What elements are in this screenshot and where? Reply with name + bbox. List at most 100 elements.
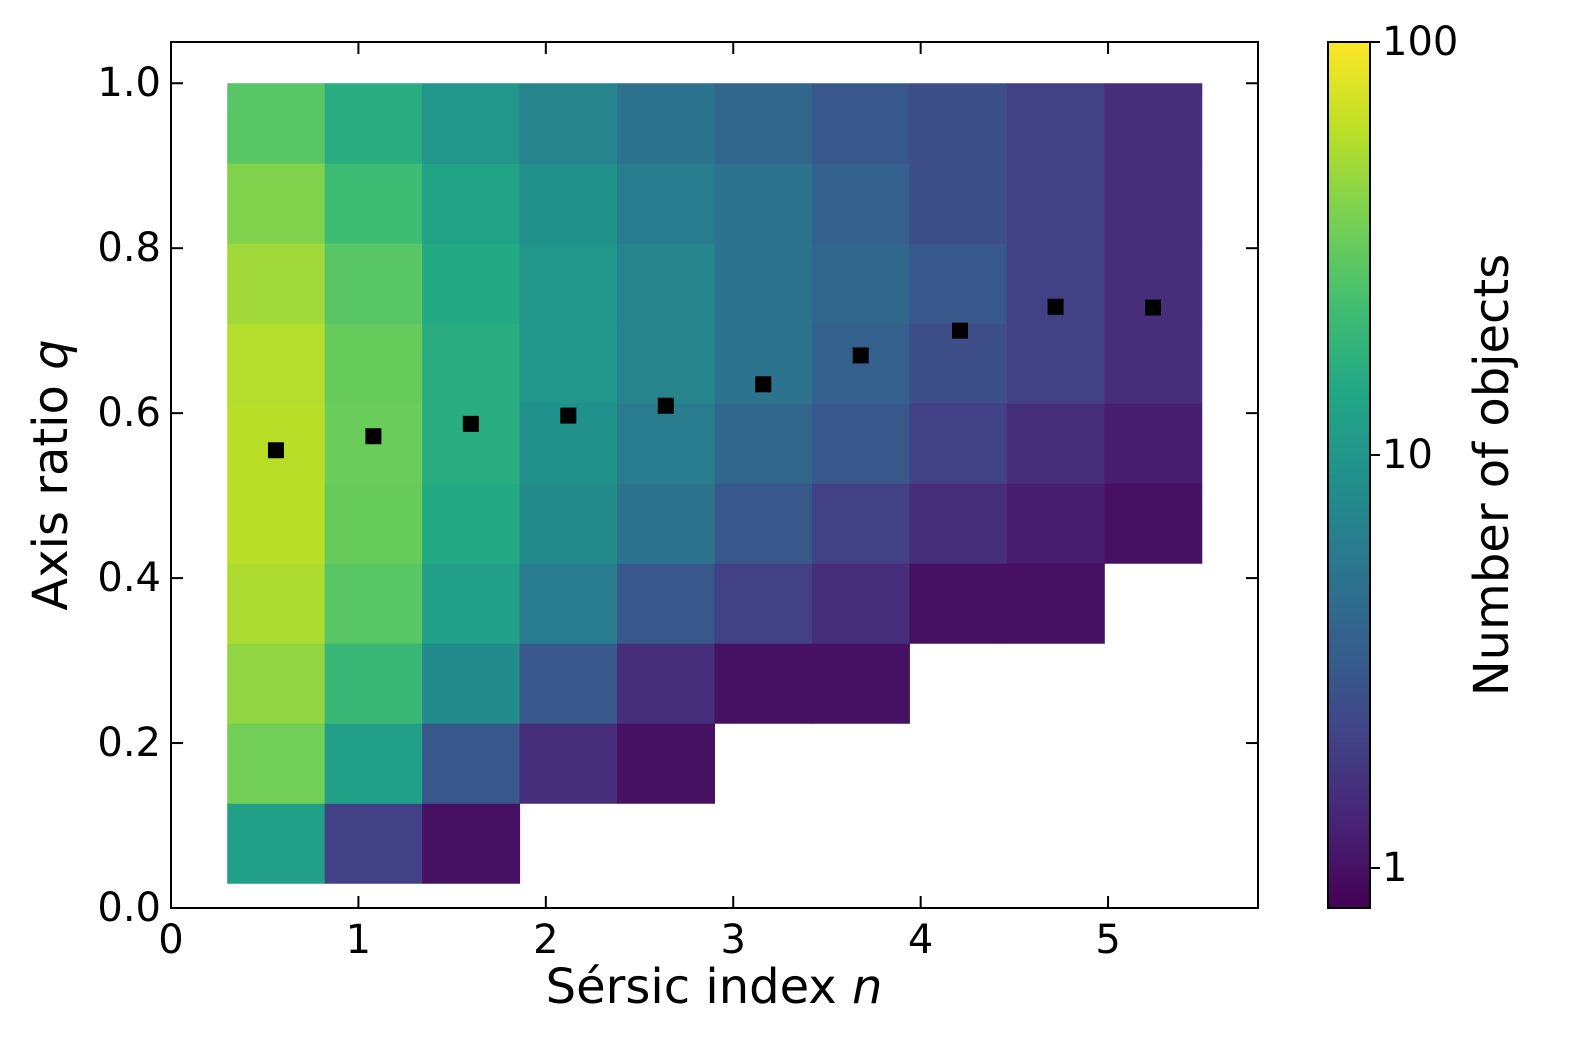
colorbar — [1327, 41, 1371, 909]
heatmap-cell — [909, 563, 1008, 644]
median-marker — [462, 415, 479, 432]
heatmap-cell — [422, 723, 521, 804]
heatmap-cell — [617, 723, 715, 804]
heatmap-cell — [422, 483, 521, 564]
y-tick-label: 0.8 — [97, 225, 161, 271]
heatmap-cell — [324, 723, 423, 804]
colorbar-tick-label: 1 — [1382, 845, 1407, 891]
y-axis-label: Axis ratio q — [23, 339, 79, 610]
colorbar-label: Number of objects — [1464, 254, 1520, 697]
plot-frame — [170, 41, 1259, 909]
heatmap-cell — [422, 803, 521, 884]
x-tick-label: 1 — [346, 917, 371, 963]
heatmap-cell — [1006, 83, 1105, 164]
heatmap-cell — [909, 403, 1008, 484]
heatmap-cell — [422, 323, 521, 404]
heatmap-cell — [519, 483, 618, 564]
heatmap-cell — [227, 83, 326, 164]
heatmap-cell — [422, 83, 521, 164]
heatmap-cell — [1104, 323, 1203, 404]
x-tick-label: 0 — [158, 917, 183, 963]
colorbar-tick-label: 10 — [1382, 432, 1433, 478]
heatmap-cell — [811, 323, 910, 404]
heatmap-cell — [227, 243, 326, 324]
heatmap-cell — [909, 243, 1008, 324]
heatmap-cell — [617, 643, 715, 724]
heatmap-cell — [519, 323, 618, 404]
x-tick-label: 2 — [533, 917, 558, 963]
x-tick-label: 3 — [721, 917, 746, 963]
heatmap-cell — [811, 83, 910, 164]
heatmap-cell — [1104, 403, 1203, 484]
heatmap-cell — [519, 243, 618, 324]
heatmap-cell — [519, 83, 618, 164]
y-tick-label: 0.2 — [97, 720, 161, 766]
heatmap-cell — [324, 563, 423, 644]
heatmap-cell — [519, 643, 618, 724]
heatmap-cell — [1006, 483, 1105, 564]
heatmap-cell — [1006, 163, 1105, 244]
heatmap-cell — [227, 483, 326, 564]
y-axis-label-symbol: q — [23, 339, 79, 369]
y-tick-label: 0.4 — [97, 555, 161, 601]
heatmap-cell — [714, 483, 813, 564]
y-axis-label-text: Axis ratio — [23, 385, 79, 611]
heatmap-cell — [714, 643, 813, 724]
median-marker — [1145, 299, 1162, 316]
heatmap-cell — [1104, 83, 1203, 164]
heatmap-cell — [714, 403, 813, 484]
heatmap-cell — [811, 483, 910, 564]
x-axis-label: Sérsic index n — [546, 959, 883, 1015]
median-marker — [755, 376, 772, 393]
heatmap-cell — [324, 83, 423, 164]
heatmap-cell — [811, 403, 910, 484]
heatmap-cell — [714, 243, 813, 324]
heatmap-cell — [324, 163, 423, 244]
heatmap-cell — [227, 643, 326, 724]
y-tick-label: 0.0 — [97, 885, 161, 931]
heatmap-cell — [324, 323, 423, 404]
heatmap-cell — [227, 563, 326, 644]
heatmap-cell — [617, 563, 715, 644]
x-tick-label: 5 — [1095, 917, 1120, 963]
heatmap-cell — [1006, 403, 1105, 484]
median-marker — [1047, 298, 1064, 315]
y-tick-label: 1.0 — [97, 60, 161, 106]
y-tick-label: 0.6 — [97, 390, 161, 436]
median-marker — [365, 428, 382, 445]
heatmap-cell — [422, 563, 521, 644]
heatmap-cell — [1006, 323, 1105, 404]
heatmap-cell — [1006, 563, 1105, 644]
heatmap-cell — [324, 243, 423, 324]
heatmap-cell — [811, 563, 910, 644]
heatmap-cell — [519, 163, 618, 244]
heatmap-cell — [1104, 483, 1203, 564]
heatmap-cell — [811, 163, 910, 244]
heatmap-cell — [617, 483, 715, 564]
heatmap-cell — [714, 163, 813, 244]
heatmap-cell — [422, 403, 521, 484]
heatmap-cell — [617, 403, 715, 484]
heatmap-cell — [909, 163, 1008, 244]
heatmap-cell — [811, 243, 910, 324]
heatmap-cell — [227, 723, 326, 804]
heatmap-cell — [519, 723, 618, 804]
heatmap-cell — [324, 483, 423, 564]
heatmap-cell — [422, 643, 521, 724]
heatmap-cell — [617, 323, 715, 404]
heatmap-cell — [422, 243, 521, 324]
heatmap-cell — [909, 83, 1008, 164]
heatmap-cell — [1104, 163, 1203, 244]
median-marker — [952, 322, 969, 339]
x-axis-label-text: Sérsic index — [546, 959, 837, 1015]
x-axis-label-symbol: n — [852, 959, 882, 1015]
heatmap-cell — [227, 803, 326, 884]
heatmap-cell — [617, 163, 715, 244]
heatmap-cell — [909, 483, 1008, 564]
heatmap-cell — [324, 803, 423, 884]
heatmap-cell — [714, 83, 813, 164]
median-marker — [560, 407, 577, 424]
colorbar-tick-label: 100 — [1382, 19, 1458, 65]
median-marker — [657, 397, 674, 414]
